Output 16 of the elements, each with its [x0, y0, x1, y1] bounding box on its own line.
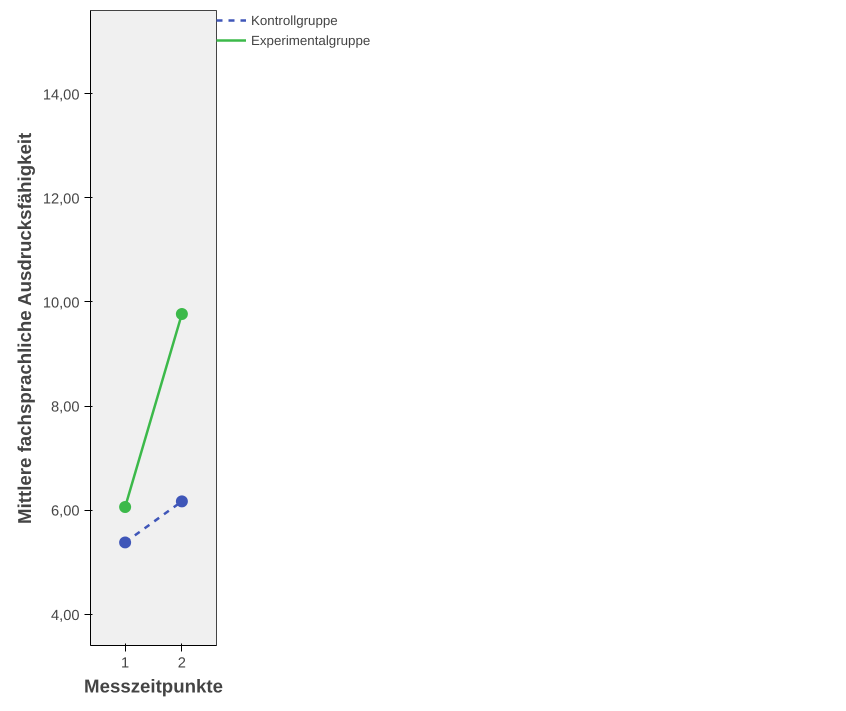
y-tick-label: 12,00 — [42, 191, 80, 208]
y-tick-label: 4,00 — [50, 608, 80, 624]
point — [119, 501, 132, 514]
y-tick-label: 14,00 — [42, 87, 80, 104]
point — [119, 536, 132, 548]
point — [176, 308, 188, 320]
x-tick-label: 1 — [121, 656, 130, 672]
x-tick-label: 2 — [178, 656, 186, 672]
point — [176, 495, 188, 508]
y-axis-title: Mittlere fachsprachliche Ausdrucksfähigkeit — [14, 132, 35, 524]
legend-label: Experimentalgruppe — [251, 32, 370, 48]
y-tick-label: 10,00 — [42, 295, 80, 312]
legend-label: Kontrollgruppe — [251, 12, 338, 28]
y-tick-label: 6,00 — [50, 504, 80, 520]
y-tick-label: 8,00 — [50, 400, 80, 416]
x-axis-title: Messzeitpunkte — [84, 676, 223, 696]
